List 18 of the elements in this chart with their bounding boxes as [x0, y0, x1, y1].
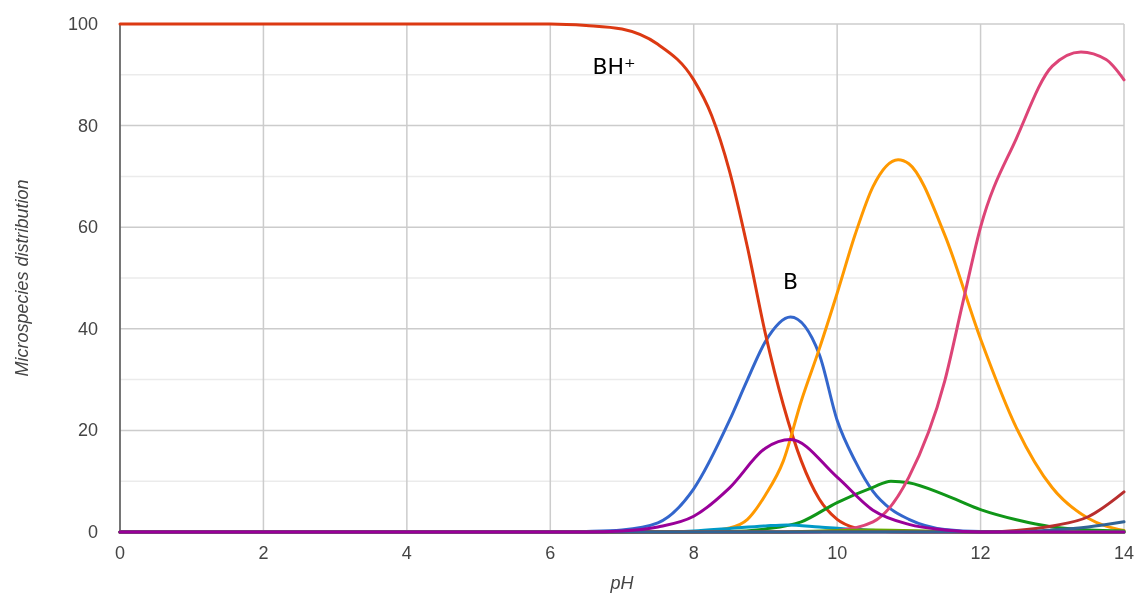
x-tick-label: 0	[114, 543, 126, 563]
series-label: BH⁺	[592, 53, 636, 79]
series-label: B	[782, 269, 799, 295]
x-tick-label: 2	[258, 543, 269, 563]
y-tick-label: 60	[77, 217, 98, 238]
y-tick-label: 100	[67, 14, 98, 34]
y-axis-title: Microspecies distribution	[12, 179, 32, 377]
x-tick-label: 8	[688, 543, 699, 563]
y-tick-label: 20	[77, 420, 98, 441]
y-tick-label: 0	[87, 522, 98, 542]
x-tick-label: 14	[1113, 543, 1135, 563]
x-tick-label: 10	[827, 543, 848, 563]
y-tick-label: 40	[77, 318, 98, 339]
y-tick-label: 80	[77, 115, 98, 136]
x-tick-label: 12	[970, 543, 991, 563]
x-tick-label: 4	[401, 543, 412, 563]
x-axis-title: pH	[609, 573, 635, 593]
x-tick-label: 6	[545, 543, 556, 563]
